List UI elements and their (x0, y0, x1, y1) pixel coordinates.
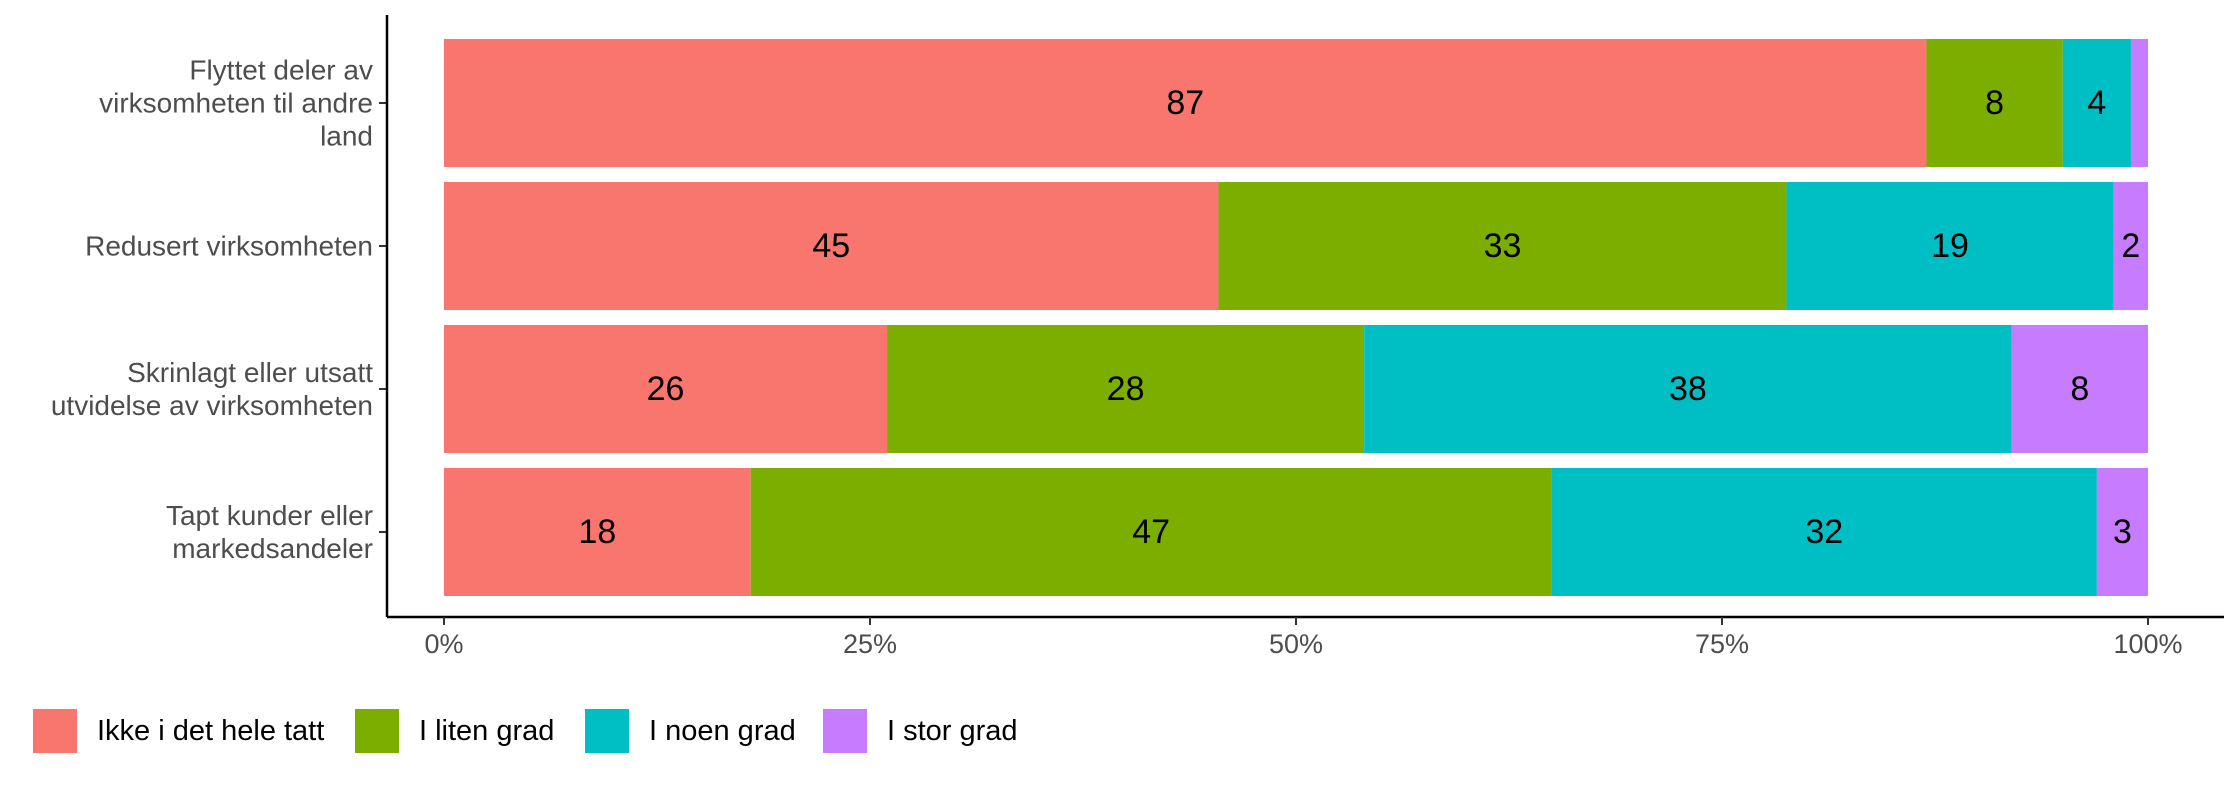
legend-label: I stor grad (887, 715, 1018, 747)
bar-segment (887, 325, 1365, 453)
category-label: land (320, 121, 373, 152)
data-label: 3 (2113, 513, 2132, 551)
bar-segment (444, 325, 888, 453)
bar-segment (1926, 39, 2063, 167)
data-label: 18 (578, 513, 616, 551)
category-label: virksomheten til andre (99, 88, 373, 119)
category-label: utvidelse av virksomheten (51, 390, 373, 421)
bar-segment (444, 182, 1219, 310)
data-label: 8 (2070, 370, 2089, 408)
legend-swatch (823, 709, 867, 753)
legend-swatch (355, 709, 399, 753)
data-label: 4 (2087, 84, 2106, 122)
bar-segment (444, 468, 751, 596)
category-label: Skrinlagt eller utsatt (127, 357, 373, 388)
category-label: markedsandeler (172, 533, 373, 564)
data-label: 26 (647, 370, 685, 408)
x-tick-label: 0% (424, 629, 463, 659)
bar-segment (2096, 468, 2148, 596)
data-label: 45 (812, 227, 850, 265)
data-label: 28 (1107, 370, 1145, 408)
x-tick-label: 75% (1695, 629, 1749, 659)
legend-swatch (585, 709, 629, 753)
bar-segment (2062, 39, 2131, 167)
data-label: 47 (1132, 513, 1170, 551)
bar-segment (1786, 182, 2114, 310)
data-label: 38 (1669, 370, 1707, 408)
data-label: 32 (1805, 513, 1843, 551)
legend-label: I noen grad (649, 715, 796, 747)
category-label: Tapt kunder eller (166, 500, 373, 531)
bar-segment (750, 468, 1552, 596)
x-tick-label: 25% (843, 629, 897, 659)
bar-segment (2113, 182, 2148, 310)
data-label: 8 (1985, 84, 2004, 122)
data-label: 19 (1931, 227, 1969, 265)
x-tick-label: 50% (1269, 629, 1323, 659)
bar-segment (2011, 325, 2148, 453)
data-label: 87 (1166, 84, 1204, 122)
legend-swatch (33, 709, 77, 753)
bar-segment (1551, 468, 2097, 596)
legend-label: Ikke i det hele tatt (97, 715, 324, 747)
category-label: Redusert virksomheten (85, 231, 373, 262)
bar-segment (1364, 325, 2012, 453)
legend-label: I liten grad (419, 715, 554, 747)
category-label: Flyttet deler av (189, 55, 373, 86)
x-tick-label: 100% (2113, 629, 2182, 659)
bar-segment (1218, 182, 1787, 310)
bar-segment (2130, 39, 2148, 167)
data-label: 2 (2121, 227, 2140, 265)
data-label: 33 (1484, 227, 1522, 265)
bar-segment (444, 39, 1927, 167)
